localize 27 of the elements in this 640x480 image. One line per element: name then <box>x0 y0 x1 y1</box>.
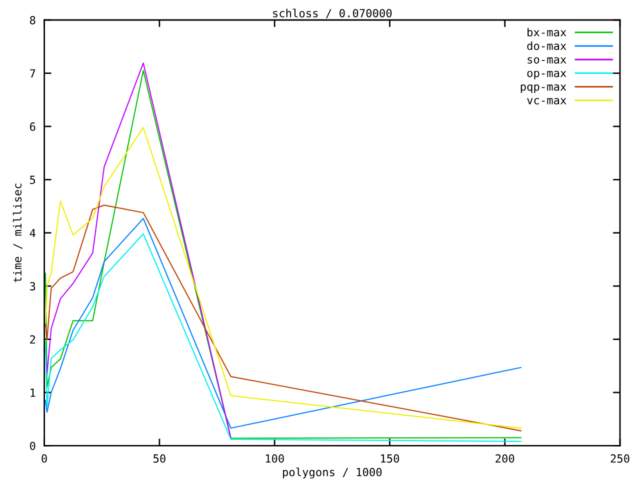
y-tick-label: 4 <box>30 229 36 238</box>
legend-label: bx-max <box>528 28 566 36</box>
x-tick-label: 100 <box>266 454 284 463</box>
legend-label: do-max <box>527 41 566 50</box>
legend-label: op-max <box>527 70 566 80</box>
y-tick-label: 3 <box>30 282 36 290</box>
x-axis-title: polygons / 1000 <box>283 468 382 479</box>
x-tick-label: 250 <box>610 454 630 463</box>
y-tick-label: 5 <box>30 176 36 184</box>
x-tick-label: 200 <box>496 454 514 463</box>
y-axis-title: time / millisec <box>12 184 22 282</box>
x-tick-label: 50 <box>154 454 166 463</box>
legend-label: so-max <box>528 57 566 64</box>
legend-label: vc-max <box>527 98 566 104</box>
y-tick-label: 7 <box>30 69 36 78</box>
y-tick-label: 8 <box>30 16 36 24</box>
x-tick-label: 150 <box>381 454 400 463</box>
y-tick-label: 0 <box>30 442 36 450</box>
y-tick-label: 1 <box>30 388 36 397</box>
legend-label: pqp-max <box>520 84 566 93</box>
line-series <box>44 70 522 439</box>
line-series <box>44 62 232 438</box>
line-series <box>44 126 522 429</box>
y-tick-label: 2 <box>30 335 36 344</box>
chart-title: schloss / 0.070000 <box>273 8 392 18</box>
y-tick-label: 6 <box>30 122 36 131</box>
x-tick-label: 0 <box>42 454 47 463</box>
